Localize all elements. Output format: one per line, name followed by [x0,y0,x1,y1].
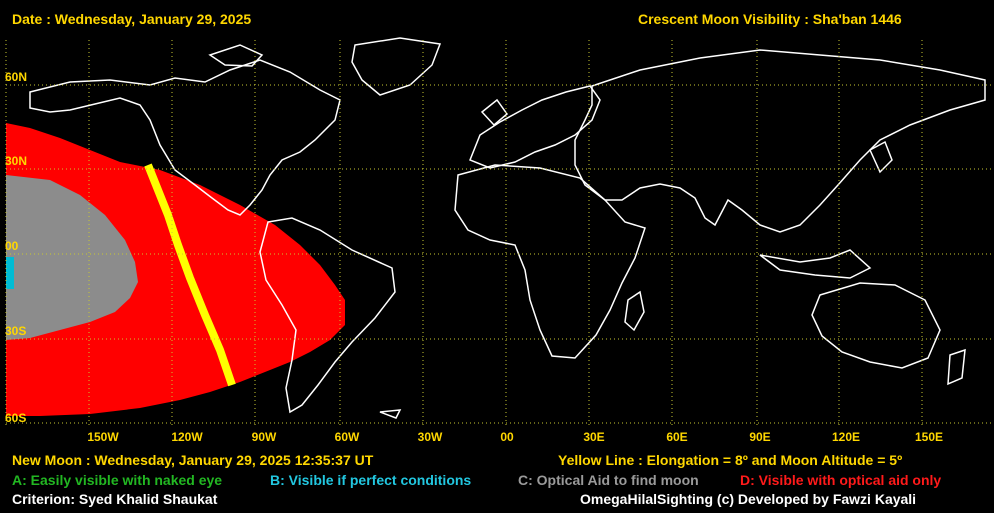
lon-label-30e: 30E [583,430,605,444]
lon-label-90e: 90E [749,430,771,444]
lon-label-120e: 120E [831,430,861,444]
legend-c: C: Optical Aid to find moon [518,472,699,488]
lat-lon-grid [5,40,994,428]
date-label: Date : Wednesday, January 29, 2025 [12,11,252,27]
zone-b-region [6,257,14,289]
credit-label: OmegaHilalSighting (c) Developed by Fawz… [580,491,917,507]
legend-b: B: Visible if perfect conditions [270,472,472,488]
lat-label-30n: 30N [5,154,28,168]
zone-c-region [6,175,138,340]
lon-label-60w: 60W [334,430,360,444]
lon-label-60e: 60E [666,430,688,444]
lat-label-30s: 30S [5,324,27,338]
visibility-limit-line [144,163,236,387]
lat-label-60n: 60N [5,70,28,84]
lon-label-120w: 120W [171,430,203,444]
lon-label-30w: 30W [417,430,443,444]
zone-d-region [6,123,345,416]
legend-d: D: Visible with optical aid only [740,472,942,488]
lon-label-00: 00 [500,430,514,444]
lon-label-90w: 90W [251,430,277,444]
criterion-label: Criterion: Syed Khalid Shaukat [12,491,218,507]
yellow-line-label: Yellow Line : Elongation = 8º and Moon A… [558,452,903,468]
lat-label-60s: 60S [5,411,27,425]
legend-a: A: Easily visible with naked eye [12,472,223,488]
map-title: Crescent Moon Visibility : Sha'ban 1446 [638,11,902,27]
lat-label-equator: 00 [5,239,19,253]
new-moon-label: New Moon : Wednesday, January 29, 2025 1… [12,452,374,468]
lon-label-150w: 150W [87,430,119,444]
lon-label-150e: 150E [914,430,944,444]
